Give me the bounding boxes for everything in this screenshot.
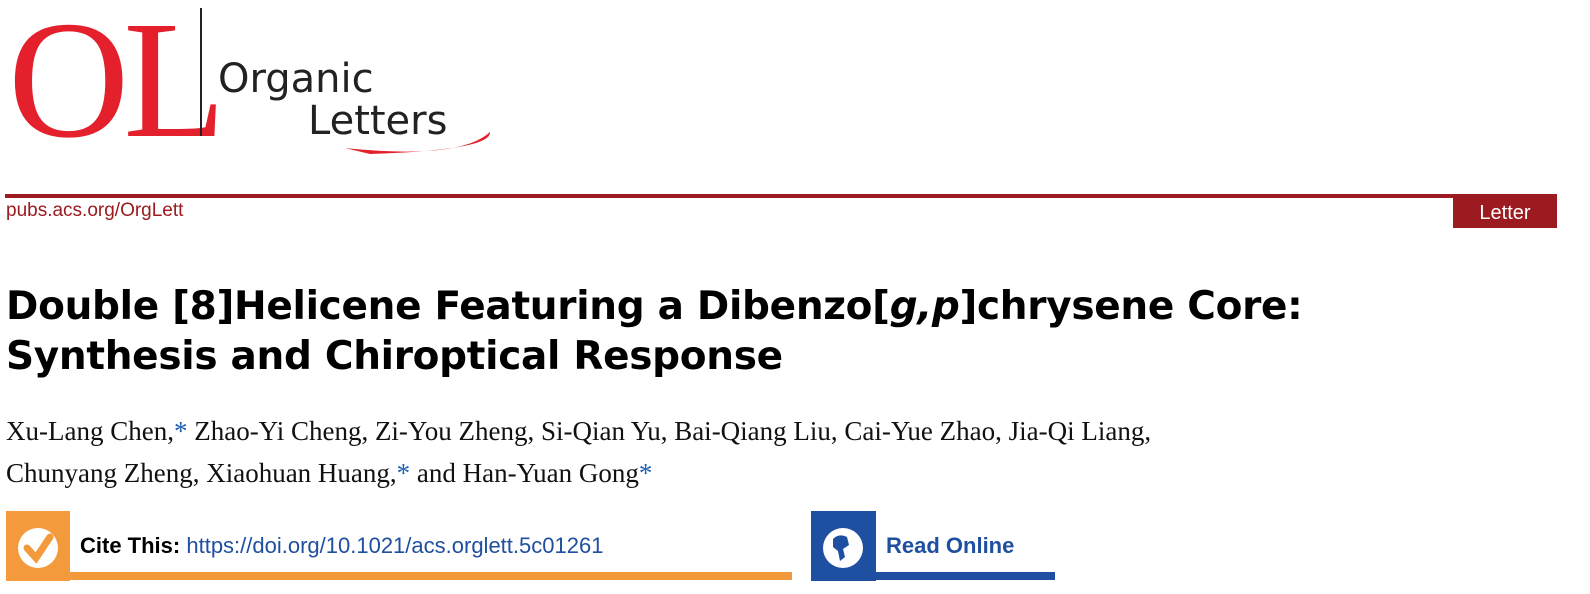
globe-icon <box>823 528 863 568</box>
title-line2: Synthesis and Chiroptical Response <box>6 334 783 379</box>
doi-link[interactable]: https://doi.org/10.1021/acs.orglett.5c01… <box>186 533 604 558</box>
journal-logo-mark: OL <box>8 0 226 173</box>
checkmark-icon <box>18 528 58 568</box>
authors[interactable]: Chunyang Zheng, Xiaohuan Huang, <box>6 458 397 488</box>
corresponding-star[interactable]: * <box>396 458 411 488</box>
author[interactable]: Xu-Lang Chen, <box>6 416 174 446</box>
title-text: Double [8]Helicene Featuring a Dibenzo[ <box>6 284 890 329</box>
read-online-underline <box>811 572 1055 580</box>
author-list: Xu-Lang Chen,* Zhao-Yi Cheng, Zi-You Zhe… <box>6 410 1586 494</box>
title-text: ]chrysene Core: <box>959 284 1303 329</box>
cite-underline <box>6 572 792 580</box>
header-rule <box>5 194 1557 198</box>
authors[interactable]: Zhao-Yi Cheng, Zi-You Zheng, Si-Qian Yu,… <box>187 416 1152 446</box>
cite-this: Cite This: https://doi.org/10.1021/acs.o… <box>80 533 603 559</box>
corresponding-star[interactable]: * <box>173 416 188 446</box>
article-title: Double [8]Helicene Featuring a Dibenzo[g… <box>6 282 1303 382</box>
author[interactable]: and Han-Yuan Gong <box>410 458 639 488</box>
article-type-badge: Letter <box>1453 198 1557 228</box>
cite-icon-box[interactable] <box>6 511 70 581</box>
logo-swoosh <box>345 132 491 154</box>
journal-logo-word2: Letters <box>308 98 448 144</box>
logo-divider <box>200 8 202 136</box>
journal-logo-word1: Organic <box>218 56 374 102</box>
read-online-link[interactable]: Read Online <box>886 533 1015 558</box>
title-italic: g,p <box>889 284 960 329</box>
corresponding-star[interactable]: * <box>638 458 653 488</box>
journal-site-link[interactable]: pubs.acs.org/OrgLett <box>6 200 184 221</box>
cite-label: Cite This: <box>80 533 181 558</box>
read-online-icon-box[interactable] <box>811 511 876 581</box>
